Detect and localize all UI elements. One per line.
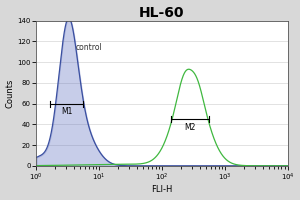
- Text: M1: M1: [61, 107, 73, 116]
- Text: control: control: [75, 43, 102, 52]
- Y-axis label: Counts: Counts: [6, 79, 15, 108]
- X-axis label: FLI-H: FLI-H: [151, 185, 172, 194]
- Title: HL-60: HL-60: [139, 6, 185, 20]
- Text: M2: M2: [184, 123, 196, 132]
